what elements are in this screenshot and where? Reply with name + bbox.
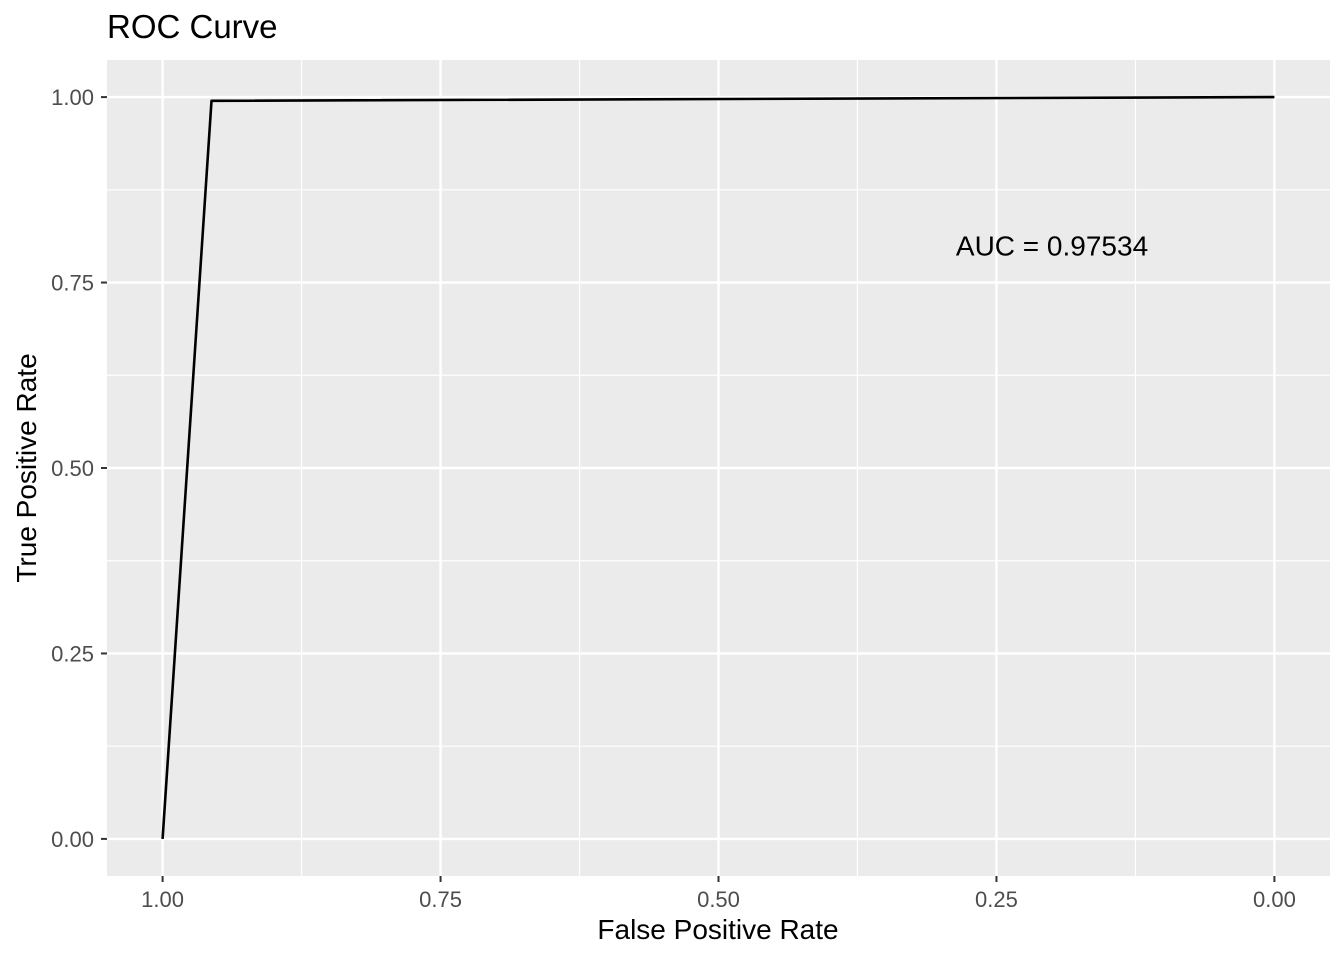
series-layer [161,95,1275,839]
y-tick-label: 0.75 [51,271,94,296]
x-tick-label: 0.75 [419,887,462,912]
y-tick-label: 0.25 [51,641,94,666]
y-axis-title: True Positive Rate [11,353,42,582]
roc-curve-line [161,95,1275,839]
chart-title: ROC Curve [107,8,278,45]
y-tick-label: 1.00 [51,85,94,110]
major-gridlines [107,60,1330,876]
x-axis-title: False Positive Rate [597,914,838,945]
x-tick-label: 1.00 [141,887,184,912]
auc-annotation: AUC = 0.97534 [956,230,1148,261]
y-tick-label: 0.50 [51,456,94,481]
axis-ticks: 1.00 0.75 0.50 0.25 0.00 0.00 0.25 0.50 0.75 1.00 [51,85,1296,912]
y-tick-label: 0.00 [51,827,94,852]
x-tick-label: 0.50 [697,887,740,912]
x-tick-label: 0.00 [1253,887,1296,912]
x-tick-label: 0.25 [975,887,1018,912]
